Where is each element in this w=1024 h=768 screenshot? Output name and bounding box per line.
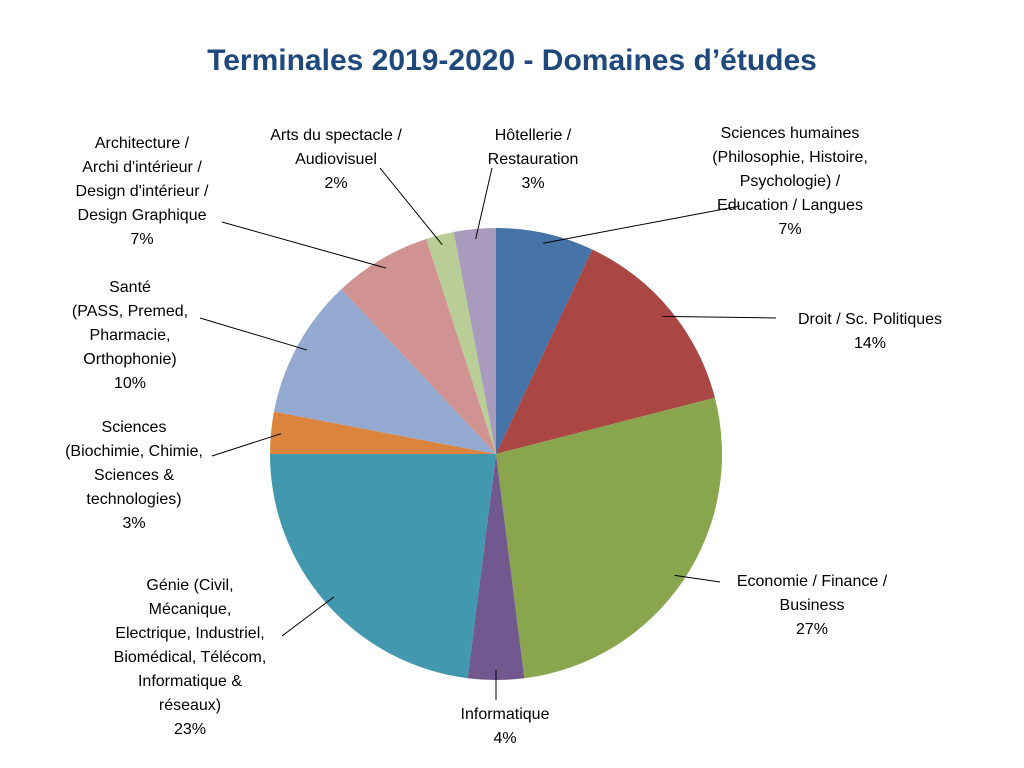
- slice-label-sciences-humaines: Psychologie) /: [740, 173, 841, 190]
- leader-line-economie-finance: [674, 574, 721, 583]
- pie-slice-genie-civil: [270, 454, 496, 679]
- slice-percent-sciences-humaines: 7%: [778, 221, 801, 238]
- slice-percent-hotellerie: 3%: [521, 175, 544, 192]
- slice-label-hotellerie: Restauration: [488, 151, 579, 168]
- slice-label-sciences-humaines: Education / Langues: [717, 197, 863, 214]
- slice-label-sciences: Sciences: [102, 419, 167, 436]
- leader-line-sciences-humaines: [543, 205, 741, 244]
- slice-label-economie-finance: Economie / Finance /: [737, 573, 888, 590]
- slice-label-genie-civil: Mécanique,: [149, 601, 232, 618]
- slice-label-sante: Santé: [109, 279, 151, 296]
- slice-label-arts-du-spectacle: Arts du spectacle /: [270, 127, 402, 144]
- slice-label-genie-civil: Informatique &: [138, 673, 242, 690]
- pie-slice-hotellerie: [453, 228, 496, 454]
- leader-line-arts-du-spectacle: [379, 167, 443, 246]
- slice-label-sciences-humaines: (Philosophie, Histoire,: [712, 149, 868, 166]
- slice-percent-economie-finance: 27%: [796, 621, 828, 638]
- slice-label-sciences-humaines: Sciences humaines: [721, 125, 860, 142]
- slice-label-droit-sc-politiques: Droit / Sc. Politiques: [798, 311, 942, 328]
- slice-percent-sciences: 3%: [122, 515, 145, 532]
- slice-label-sciences: technologies): [86, 491, 181, 508]
- slice-label-architecture: Archi d'intérieur /: [82, 159, 202, 176]
- slice-label-economie-finance: Business: [780, 597, 845, 614]
- slice-label-sante: Pharmacie,: [90, 327, 171, 344]
- slice-label-architecture: Architecture /: [95, 135, 190, 152]
- slice-label-sante: Orthophonie): [83, 351, 176, 368]
- slice-label-genie-civil: réseaux): [159, 697, 221, 714]
- leader-line-genie-civil: [281, 596, 335, 637]
- slice-label-sciences: Sciences &: [94, 467, 174, 484]
- pie-slice-sciences-humaines: [496, 228, 593, 454]
- pie-slice-informatique: [467, 454, 525, 680]
- pie-slice-sciences: [270, 411, 496, 454]
- leader-line-sante: [199, 317, 307, 351]
- slice-label-genie-civil: Biomédical, Télécom,: [114, 649, 267, 666]
- pie-slice-architecture: [341, 239, 496, 454]
- slice-percent-genie-civil: 23%: [174, 721, 206, 738]
- slice-label-informatique: Informatique: [461, 706, 550, 723]
- slice-percent-informatique: 4%: [493, 730, 516, 747]
- slice-labels: Sciences humaines (Philosophie, Histoire,…: [65, 125, 942, 747]
- pie-slice-arts-du-spectacle: [426, 232, 496, 454]
- slice-label-sciences: (Biochimie, Chimie,: [65, 443, 203, 460]
- leader-line-architecture: [221, 221, 387, 269]
- slice-percent-architecture: 7%: [130, 231, 153, 248]
- leader-line-hotellerie: [475, 167, 493, 240]
- leader-lines: [199, 167, 777, 700]
- leader-line-droit-sc-politiques: [662, 315, 777, 319]
- slice-label-hotellerie: Hôtellerie /: [495, 127, 572, 144]
- slice-label-genie-civil: Electrique, Industriel,: [115, 625, 264, 642]
- slice-percent-arts-du-spectacle: 2%: [324, 175, 347, 192]
- leader-line-sciences: [211, 433, 282, 457]
- slice-percent-droit-sc-politiques: 14%: [854, 335, 886, 352]
- slice-label-genie-civil: Génie (Civil,: [146, 577, 233, 594]
- slice-percent-sante: 10%: [114, 375, 146, 392]
- slice-label-arts-du-spectacle: Audiovisuel: [295, 151, 377, 168]
- slice-label-architecture: Design Graphique: [78, 207, 207, 224]
- pie-slice-sante: [274, 289, 496, 454]
- pie-slice-economie-finance: [496, 397, 722, 679]
- chart-title: Terminales 2019-2020 - Domaines d’études: [207, 44, 817, 77]
- pie-slices: [270, 228, 722, 680]
- slice-label-sante: (PASS, Premed,: [72, 303, 188, 320]
- slice-label-architecture: Design d'intérieur /: [76, 183, 209, 200]
- pie-slice-droit-sc-politiques: [496, 249, 715, 454]
